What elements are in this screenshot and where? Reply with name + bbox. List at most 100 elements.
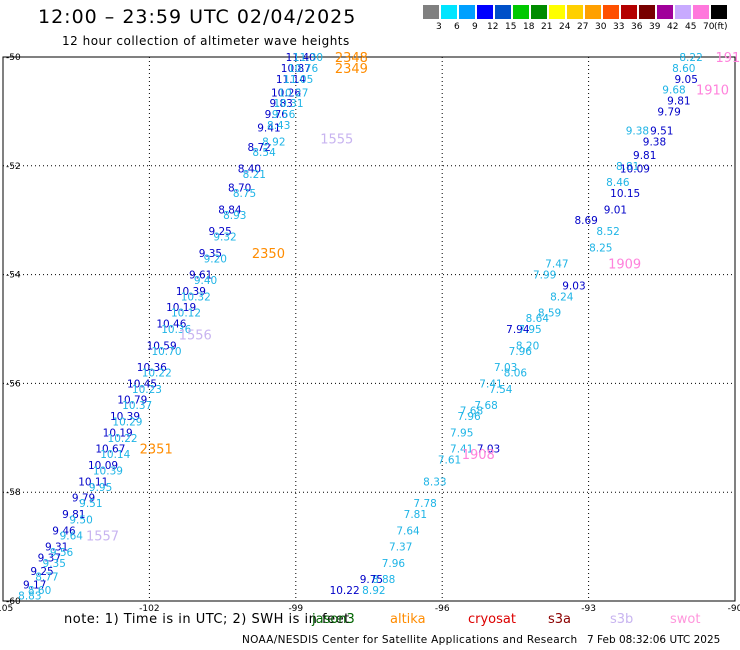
pass-time-label: 1556 (179, 328, 212, 343)
wave-height-label: 9.51 (650, 125, 673, 137)
map-title: 12:00 – 23:59 UTC 02/04/2025 (38, 6, 357, 28)
legend-swatch (621, 5, 637, 19)
legend-swatch (693, 5, 709, 19)
wave-height-label: 7.47 (545, 259, 568, 271)
lat-tick-label: -52 (6, 162, 21, 172)
wave-height-label: 8.46 (606, 177, 630, 189)
wave-height-label: 8.83 (18, 591, 41, 603)
wave-height-label: 8.92 (262, 136, 285, 148)
sat-legend-cryosat: cryosat (468, 612, 516, 627)
legend-label: 70 (703, 22, 715, 32)
wave-height-label: 10.39 (93, 465, 123, 477)
legend-swatch (567, 5, 583, 19)
wave-height-label: 7.95 (450, 427, 473, 439)
wave-height-label: 10.14 (100, 449, 130, 461)
lon-tick-label: -96 (435, 604, 450, 614)
wave-height-label: 9.81 (667, 96, 690, 108)
map-frame (2, 56, 736, 602)
wave-height-label: 9.81 (62, 509, 85, 521)
wave-height-label: 7.61 (438, 455, 461, 467)
legend-label: 6 (454, 22, 460, 32)
wave-height-label: 10.09 (620, 164, 650, 176)
legend-swatch (657, 5, 673, 19)
wave-height-label: 7.64 (396, 525, 420, 537)
wave-height-label: 9.81 (633, 150, 656, 162)
legend-label: 33 (613, 22, 625, 32)
sat-legend-jason3: jason3 (312, 612, 355, 627)
wave-height-label: 9.95 (89, 482, 112, 494)
wave-height-label: 9.76 (265, 109, 289, 121)
wave-height-label: 11.05 (283, 74, 313, 86)
wave-height-label: 8.69 (574, 215, 597, 227)
wave-height-label: 7.54 (489, 384, 513, 396)
sat-legend-s3b: s3b (610, 612, 634, 627)
wave-height-label: 8.20 (516, 340, 539, 352)
wave-height-label: 8.60 (672, 63, 695, 75)
wave-height-label: 7.41 (450, 444, 473, 456)
wave-height-label: 8.92 (362, 585, 385, 597)
pass-time-label: 2350 (252, 247, 285, 262)
wave-height-label: 9.38 (626, 125, 649, 137)
legend-label: 15 (505, 22, 517, 32)
wave-height-label: 10.31 (273, 98, 303, 110)
wave-height-label: 10.45 (127, 378, 157, 390)
footnote: note: 1) Time is in UTC; 2) SWH is in fe… (64, 612, 350, 627)
wave-height-label: 8.25 (589, 242, 612, 254)
wave-height-label: 8.60 (28, 585, 51, 597)
wave-height-label: 9.37 (38, 552, 61, 564)
wave-height-label: 8.75 (233, 188, 256, 200)
wave-height-label: 7.81 (404, 509, 427, 521)
wave-height-label: 10.22 (330, 585, 360, 597)
wave-height-label: 7.78 (413, 498, 436, 510)
wave-height-label: 8.93 (223, 210, 246, 222)
wave-height-label: 8.52 (596, 226, 619, 238)
wave-height-label: 9.51 (79, 498, 102, 510)
credit-line: NOAA/NESDIS Center for Satellite Applica… (242, 634, 578, 646)
legend-swatch (711, 5, 727, 19)
legend-label: 27 (577, 22, 589, 32)
pass-time-label: 2349 (335, 62, 368, 77)
legend-swatch (603, 5, 619, 19)
wave-height-label: 10.27 (278, 87, 308, 99)
wave-height-label: 11.30 (293, 52, 323, 64)
lat-tick-label: -58 (6, 488, 21, 498)
legend-swatch (441, 5, 457, 19)
legend-swatch (639, 5, 655, 19)
wave-height-label: 9.79 (657, 106, 680, 118)
wave-height-label: 9.41 (257, 123, 280, 135)
wave-height-label: 9.05 (675, 74, 698, 86)
sat-legend-altika: altika (390, 612, 426, 627)
wave-height-label: 10.29 (112, 416, 142, 428)
wave-height-label: 9.56 (50, 547, 74, 559)
wave-height-label: 8.06 (504, 368, 528, 380)
legend-swatch (513, 5, 529, 19)
wave-height-label: 8.24 (550, 291, 574, 303)
wave-height-label: 8.88 (372, 574, 395, 586)
wave-height-label: 10.79 (117, 395, 147, 407)
wave-height-label: 8.21 (243, 169, 266, 181)
legend-unit: (ft) (714, 22, 728, 32)
wave-height-label: 10.23 (132, 384, 162, 396)
generated-timestamp: 7 Feb 08:32:06 UTC 2025 (587, 634, 721, 646)
pass-time-label: 1557 (86, 530, 119, 545)
wave-height-label: 9.31 (45, 542, 68, 554)
wave-height-label: 10.70 (151, 346, 181, 358)
graticule (3, 57, 735, 601)
legend-label: 12 (487, 22, 499, 32)
wave-height-label: 9.40 (194, 275, 217, 287)
wave-height-label: 8.22 (679, 52, 702, 64)
wave-height-label: 10.22 (108, 433, 138, 445)
wave-height-label: 8.72 (248, 142, 271, 154)
legend-swatch (495, 5, 511, 19)
wave-height-label: 7.96 (457, 411, 481, 423)
wave-height-label: 9.61 (189, 270, 212, 282)
sat-legend-s3a: s3a (548, 612, 572, 627)
wave-height-label: 10.36 (161, 324, 191, 336)
wave-height-label: 8.54 (252, 147, 276, 159)
lon-tick-label: -105 (0, 604, 13, 614)
wave-height-label: 9.64 (60, 531, 84, 543)
wave-height-label: 10.19 (166, 302, 196, 314)
